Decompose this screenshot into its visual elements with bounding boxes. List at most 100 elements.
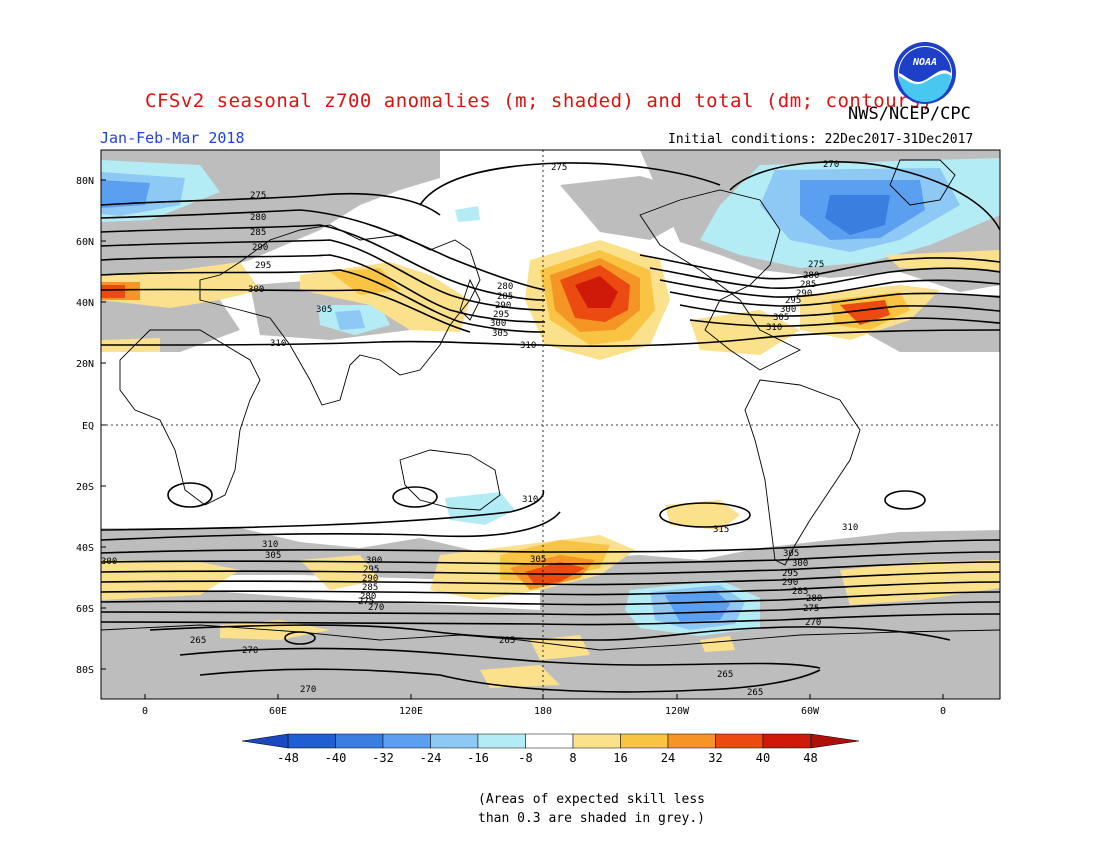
longitude-axis: 0 60E 120E 180 120W 60W 0: [142, 706, 946, 717]
colorbar-box: [715, 733, 764, 749]
map-field: 275 270 275 280 285 290 295 300 305 310 …: [101, 150, 1000, 699]
coastlines: [101, 159, 1000, 651]
contour-label: 290: [782, 578, 798, 588]
contour-label: 275: [551, 163, 567, 173]
contour-label: 305: [773, 313, 789, 323]
contour-label: 305: [530, 555, 546, 565]
contour-label: 300: [490, 319, 506, 329]
colorbar-boxes: [287, 733, 811, 749]
contour-label: 285: [497, 292, 513, 302]
colorbar-min-arrow: [241, 733, 289, 749]
colorbar-label: 24: [661, 751, 675, 765]
contour-label: 290: [495, 301, 511, 311]
colorbar-label: -24: [420, 751, 442, 765]
colorbar-box: [572, 733, 621, 749]
colorbar-box: [477, 733, 526, 749]
contour-label: 300: [101, 557, 117, 567]
contour-label: 290: [796, 289, 812, 299]
lat-tick-label: 20N: [76, 359, 94, 370]
lon-tick-label: 0: [142, 706, 148, 717]
colorbar-box: [382, 733, 431, 749]
contour-label: 280: [806, 594, 822, 604]
lon-tick-label: 120W: [665, 706, 690, 717]
height-contours: [101, 161, 1000, 693]
contour-label: 265: [717, 670, 733, 680]
contour-label: 300: [792, 559, 808, 569]
contour-label: 305: [783, 549, 799, 559]
colorbar-box: [620, 733, 669, 749]
colorbar-labels: -48 -40 -32 -24 -16 -8 8 16 24 32 40 48: [277, 751, 818, 765]
contour-label: 315: [713, 525, 729, 535]
lon-tick-label: 0: [940, 706, 946, 717]
lat-tick-label: 40N: [76, 298, 94, 309]
contour-label: 295: [363, 565, 379, 575]
colorbar-label: -40: [325, 751, 347, 765]
agency-label: NWS/NCEP/CPC: [848, 104, 971, 124]
contour-label: 270: [242, 646, 258, 656]
contour-label: 305: [265, 551, 281, 561]
contour-label: 300: [780, 305, 796, 315]
contour-label: 265: [190, 636, 206, 646]
contour-label: 310: [522, 495, 538, 505]
contour-label: 270: [823, 160, 839, 170]
lon-tick-label: 120E: [399, 706, 423, 717]
lon-tick-label: 60W: [801, 706, 820, 717]
contour-label: 295: [493, 310, 509, 320]
colorbar-label: 16: [613, 751, 627, 765]
contour-label: 290: [362, 574, 378, 584]
contour-label: 310: [262, 540, 278, 550]
contour-label: 275: [803, 604, 819, 614]
contour-label: 270: [300, 685, 316, 695]
contour-label: 270: [805, 618, 821, 628]
contour-label: 285: [792, 587, 808, 597]
lat-tick-label: 60S: [76, 604, 94, 615]
colorbar-box: [762, 733, 811, 749]
contour-label: 280: [360, 592, 376, 602]
colorbar-label: 32: [708, 751, 722, 765]
contour-label: 290: [252, 243, 268, 253]
contour-label: 305: [492, 329, 508, 339]
colorbar-label: -48: [277, 751, 299, 765]
lat-tick-label: EQ: [82, 421, 94, 432]
contour-label: 300: [366, 556, 382, 566]
colorbar-box: [525, 733, 574, 749]
contour-label: 275: [358, 597, 374, 607]
contour-label: 280: [497, 282, 513, 292]
lat-tick-label: 80N: [76, 176, 94, 187]
contour-label: 310: [520, 341, 536, 351]
tick-marks: [101, 179, 944, 699]
contour-label: 265: [747, 688, 763, 698]
skill-note-line: (Areas of expected skill less: [478, 792, 705, 807]
lat-tick-label: 20S: [76, 482, 94, 493]
colorbar-box: [430, 733, 479, 749]
contour-label: 285: [250, 228, 266, 238]
contour-label: 295: [785, 296, 801, 306]
skill-note-line: than 0.3 are shaded in grey.): [478, 811, 705, 826]
lon-tick-label: 60E: [269, 706, 287, 717]
contour-label: 295: [782, 569, 798, 579]
colorbar-label: -16: [467, 751, 489, 765]
contour-label: 280: [250, 213, 266, 223]
contour-label: 280: [803, 271, 819, 281]
contour-label: 305: [316, 305, 332, 315]
logo-text: NOAA: [912, 57, 937, 68]
contour-label: 300: [248, 285, 264, 295]
contour-label: 310: [270, 339, 286, 349]
contour-label: 285: [362, 583, 378, 593]
colorbar-label: -8: [518, 751, 532, 765]
colorbar-box: [335, 733, 384, 749]
contour-label: 265: [499, 636, 515, 646]
colorbar-max-arrow: [810, 733, 860, 749]
contour-label: 310: [842, 523, 858, 533]
season-label: Jan-Feb-Mar 2018: [100, 129, 245, 147]
colorbar-label: 48: [803, 751, 817, 765]
map-title: CFSv2 seasonal z700 anomalies (m; shaded…: [145, 90, 933, 112]
lat-tick-label: 40S: [76, 543, 94, 554]
negative-anomalies: [101, 158, 1000, 636]
lon-tick-label: 180: [534, 706, 552, 717]
contour-label: 275: [808, 260, 824, 270]
colorbar-label: 8: [569, 751, 576, 765]
colorbar-label: 40: [756, 751, 770, 765]
contour-label: 310: [766, 323, 782, 333]
